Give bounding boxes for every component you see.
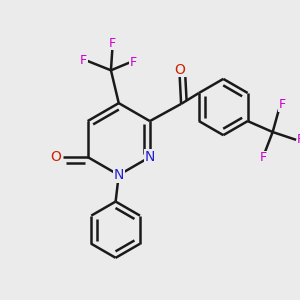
Text: F: F (109, 37, 116, 50)
Text: O: O (174, 62, 185, 76)
Text: O: O (50, 150, 61, 164)
Text: F: F (260, 152, 267, 164)
Text: N: N (145, 150, 155, 164)
Text: F: F (278, 98, 286, 111)
Text: F: F (80, 54, 87, 68)
Text: F: F (297, 133, 300, 146)
Text: N: N (114, 168, 124, 182)
Text: F: F (130, 56, 137, 69)
